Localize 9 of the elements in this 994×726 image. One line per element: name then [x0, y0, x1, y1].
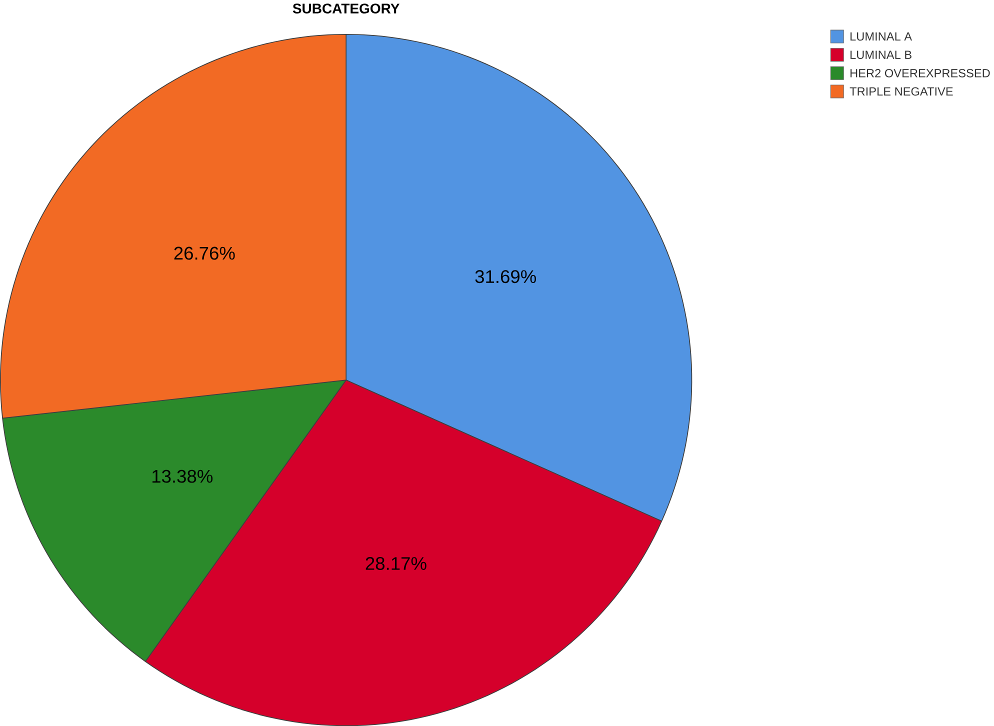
legend-label: HER2 OVEREXPRESSED: [850, 68, 990, 78]
legend-label: LUMINAL A: [850, 32, 912, 41]
legend-label: LUMINAL B: [850, 50, 912, 59]
data-label: 28.17%: [366, 556, 426, 570]
data-label: 31.69%: [475, 270, 536, 284]
chart-title: SUBCATEGORY: [292, 4, 400, 14]
data-label: 26.76%: [174, 246, 235, 260]
data-label: 13.38%: [152, 470, 213, 483]
legend-label: TRIPLE NEGATIVE: [850, 87, 953, 96]
